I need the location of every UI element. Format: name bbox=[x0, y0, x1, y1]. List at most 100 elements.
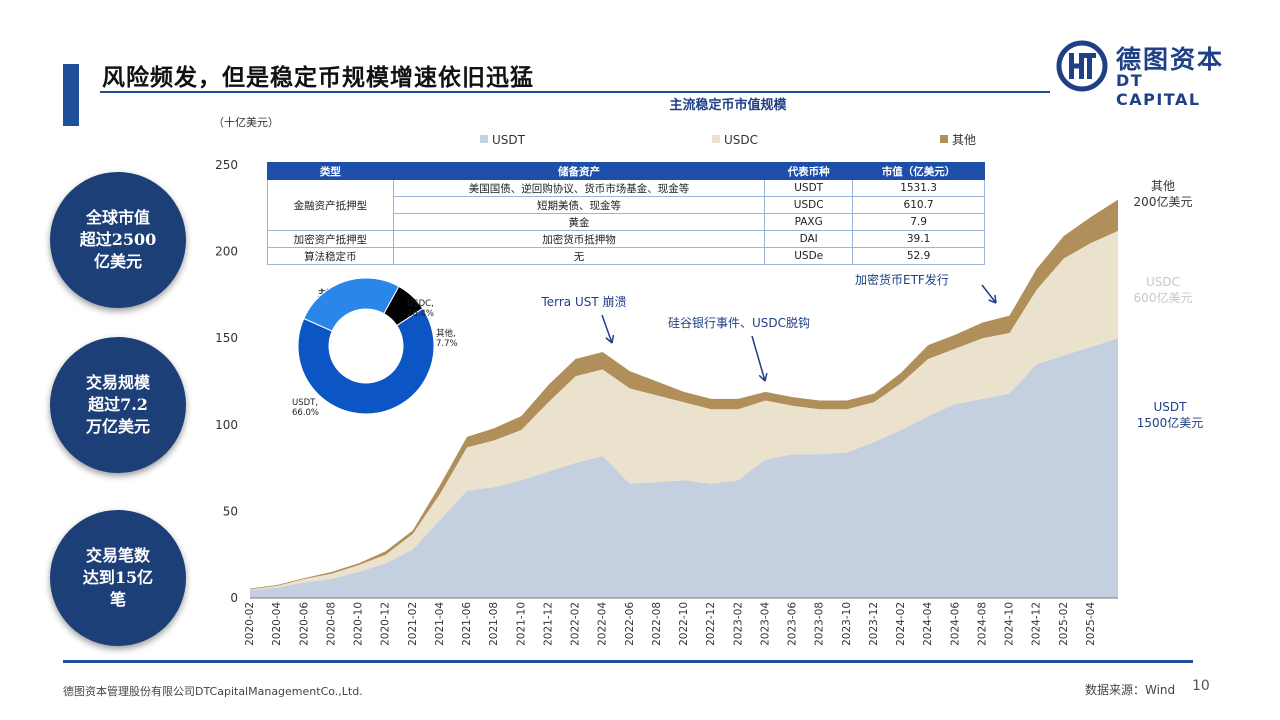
end-label: 其他 bbox=[1151, 179, 1175, 193]
table-value-cell: 39.1 bbox=[852, 230, 985, 248]
annotation-arrow-0 bbox=[601, 314, 613, 344]
highlight-transaction-count: 交易笔数 达到15亿 笔 bbox=[50, 510, 186, 646]
footer-company-name: 德图资本管理股份有限公司DTCapitalManagementCo.,Ltd. bbox=[63, 685, 363, 698]
x-tick-label: 2020-10 bbox=[353, 602, 365, 646]
annotation-arrowhead-0 bbox=[605, 334, 615, 344]
table-coin-cell: USDe bbox=[764, 247, 854, 265]
highlight-line: 超过2500 bbox=[79, 230, 157, 249]
donut-pct: 26.4% bbox=[407, 309, 434, 319]
x-tick-label: 2021-04 bbox=[434, 602, 446, 646]
company-logo: 德图资本 DT CAPITAL bbox=[1056, 40, 1231, 109]
donut-label: 其他, bbox=[436, 328, 456, 339]
legend-swatch-2 bbox=[940, 135, 948, 143]
x-tick-label: 2021-12 bbox=[542, 602, 554, 646]
donut-slice-0 bbox=[297, 307, 435, 415]
table-asset-cell: 黄金 bbox=[392, 213, 766, 231]
table-value-cell: 610.7 bbox=[852, 196, 985, 214]
x-tick-label: 2020-02 bbox=[244, 602, 256, 646]
donut-slice-1 bbox=[303, 277, 400, 332]
y-tick-label: 250 bbox=[215, 158, 238, 172]
donut-label: USDT, bbox=[292, 398, 318, 408]
chart-title: 主流稳定币市值规模 bbox=[669, 97, 787, 113]
logo-chinese-name: 德图资本 bbox=[1116, 45, 1225, 74]
legend-swatch-0 bbox=[480, 135, 488, 143]
header-divider bbox=[100, 91, 1050, 93]
highlight-line: 亿美元 bbox=[93, 252, 142, 271]
x-tick-label: 2022-08 bbox=[651, 602, 663, 646]
title-accent-bar bbox=[63, 64, 79, 126]
highlight-line: 全球市值 bbox=[85, 208, 150, 227]
page-title: 风险频发，但是稳定币规模增速依旧迅猛 bbox=[102, 65, 534, 91]
x-tick-label: 2023-04 bbox=[759, 602, 771, 646]
x-tick-label: 2022-12 bbox=[705, 602, 717, 646]
highlight-line: 万亿美元 bbox=[85, 417, 150, 436]
highlight-line: 交易笔数 bbox=[85, 546, 150, 565]
highlight-line: 达到15亿 bbox=[82, 568, 154, 587]
table-asset-cell: 加密货币抵押物 bbox=[392, 230, 766, 248]
x-tick-label: 2024-02 bbox=[895, 602, 907, 646]
table-header-cell: 市值（亿美元） bbox=[852, 162, 985, 180]
donut-pct: 7.7% bbox=[436, 339, 458, 349]
annotation-arrowhead-1 bbox=[758, 372, 768, 382]
table-type-cell: 算法稳定币 bbox=[267, 247, 394, 265]
x-tick-label: 2022-02 bbox=[570, 602, 582, 646]
reserve-asset-table: 类型 储备资产 代表币种 市值（亿美元） 金融资产抵押型 美国国债、逆回购协议、… bbox=[267, 162, 985, 265]
x-tick-label: 2024-06 bbox=[949, 602, 961, 646]
table-type-cell: 金融资产抵押型 bbox=[267, 179, 394, 231]
legend-label: 其他 bbox=[952, 133, 976, 147]
donut-pct: 66.0% bbox=[292, 408, 319, 418]
chart-annotation: 硅谷银行事件、USDC脱钩 bbox=[668, 315, 810, 330]
table-coin-cell: DAI bbox=[764, 230, 854, 248]
footer-divider bbox=[63, 660, 1193, 663]
footer-data-source: 数据来源：Wind bbox=[1085, 683, 1176, 697]
table-header-cell: 储备资产 bbox=[392, 162, 766, 180]
x-tick-label: 2020-06 bbox=[298, 602, 310, 646]
x-tick-label: 2020-12 bbox=[380, 602, 392, 646]
chart-annotation: 加密货币ETF发行 bbox=[855, 272, 949, 287]
table-coin-cell: USDT bbox=[764, 179, 854, 197]
x-tick-label: 2022-04 bbox=[597, 602, 609, 646]
annotation-arrow-2 bbox=[981, 284, 997, 304]
annotation-arrowhead-2 bbox=[988, 294, 997, 304]
table-asset-cell: 无 bbox=[392, 247, 766, 265]
x-tick-label: 2023-08 bbox=[814, 602, 826, 646]
x-tick-label: 2020-08 bbox=[325, 602, 337, 646]
table-asset-cell: 短期美债、现金等 bbox=[392, 196, 766, 214]
logo-english-name: DT CAPITAL bbox=[1116, 71, 1201, 109]
table-header-row: 类型 储备资产 代表币种 市值（亿美元） bbox=[267, 162, 985, 180]
x-tick-label: 2023-06 bbox=[787, 602, 799, 646]
area-series-0 bbox=[250, 338, 1118, 598]
end-label: 1500亿美元 bbox=[1137, 415, 1204, 430]
chart-unit-label: （十亿美元） bbox=[213, 115, 279, 129]
x-tick-label: 2021-06 bbox=[461, 602, 473, 646]
table-header-cell: 代表币种 bbox=[764, 162, 854, 180]
table-value-cell: 7.9 bbox=[852, 213, 985, 231]
table-value-cell: 52.9 bbox=[852, 247, 985, 265]
table-coin-cell: USDC bbox=[764, 196, 854, 214]
area-series-1 bbox=[250, 230, 1118, 591]
x-tick-label: 2024-10 bbox=[1004, 602, 1016, 646]
table-row: 短期美债、现金等 USDC 610.7 bbox=[268, 196, 985, 214]
highlight-line: 笔 bbox=[109, 590, 126, 609]
table-row: 算法稳定币 无 USDe 52.9 bbox=[267, 247, 985, 265]
y-tick-label: 200 bbox=[215, 245, 238, 259]
highlight-trading-volume: 交易规模 超过7.2 万亿美元 bbox=[50, 337, 186, 473]
x-tick-label: 2024-08 bbox=[976, 602, 988, 646]
x-tick-label: 2022-10 bbox=[678, 602, 690, 646]
x-tick-label: 2023-10 bbox=[841, 602, 853, 646]
annotation-arrow-1 bbox=[751, 335, 766, 382]
table-type-cell: 加密资产抵押型 bbox=[267, 230, 394, 248]
table-header-cell: 类型 bbox=[267, 162, 394, 180]
dt-logo-icon bbox=[1056, 40, 1108, 92]
chart-annotation: Terra UST 崩溃 bbox=[540, 295, 626, 309]
table-row: 金融资产抵押型 美国国债、逆回购协议、货币市场基金、现金等 USDT 1531.… bbox=[267, 179, 985, 231]
highlight-line: 交易规模 bbox=[85, 373, 150, 392]
table-coin-cell: PAXG bbox=[764, 213, 854, 231]
page-number: 10 bbox=[1192, 678, 1210, 694]
x-tick-label: 2023-12 bbox=[868, 602, 880, 646]
end-label: USDC bbox=[1146, 275, 1180, 289]
x-tick-label: 2022-06 bbox=[624, 602, 636, 646]
legend-label: USDT bbox=[492, 133, 526, 147]
end-label: 600亿美元 bbox=[1134, 290, 1193, 305]
